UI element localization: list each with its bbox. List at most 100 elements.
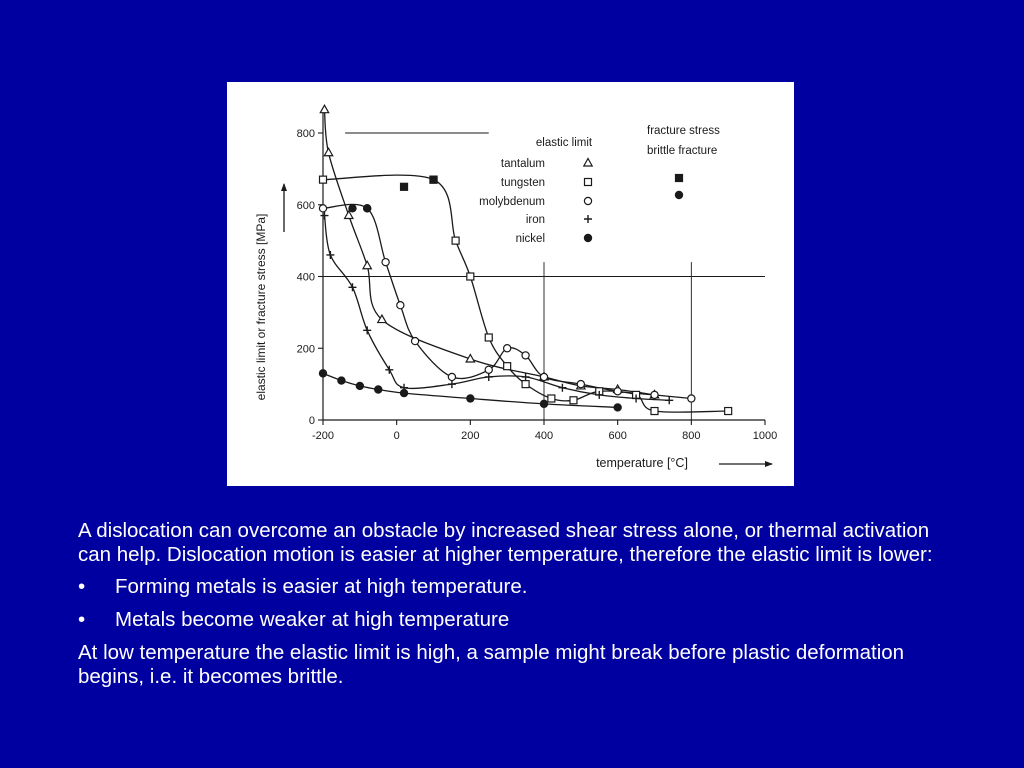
bullet-item: • Metals become weaker at high temperatu… [78, 608, 958, 632]
marker-iron-elastic-limit [320, 211, 329, 220]
marker-tungsten-elastic-limit [503, 362, 512, 371]
bullet-dot: • [78, 608, 86, 631]
legend-header-fracture-line2: brittle fracture [647, 145, 717, 157]
marker-molybdenum-fracture [362, 204, 372, 213]
x-tick-label: 600 [608, 430, 626, 442]
marker-tungsten-elastic-limit [484, 333, 493, 342]
marker-nickel-fracture [355, 381, 365, 391]
marker-iron-elastic-limit [348, 283, 357, 292]
marker-molybdenum-elastic-limit [447, 372, 457, 382]
legend-marker-fracture-square [674, 173, 684, 183]
y-tick-label: 400 [297, 272, 315, 284]
marker-tungsten-elastic-limit [451, 236, 460, 245]
marker-tungsten-fracture [429, 175, 438, 184]
legend-marker-iron [584, 215, 592, 223]
marker-tantalum-elastic-limit [323, 147, 334, 157]
marker-tantalum-elastic-limit [465, 353, 476, 363]
legend-marker-tungsten [583, 177, 593, 187]
x-axis-label: temperature [°C] [596, 456, 688, 470]
marker-iron-elastic-limit [632, 394, 641, 403]
x-tick-label: 1000 [753, 430, 777, 442]
bullet-item: • Forming metals is easier at high tempe… [78, 575, 958, 599]
chart: 0 200 400 600 800 -200 0 200 400 600 800 1000 elast… [254, 103, 778, 470]
chart-figure: 0 200 400 600 800 -200 0 200 400 600 800 1000 elast… [227, 82, 794, 486]
marker-molybdenum-fracture [348, 204, 357, 213]
legend-marker-nickel [583, 233, 593, 243]
legend-header-fracture-line1: fracture stress [647, 125, 720, 137]
x-tick-label: 400 [535, 430, 553, 442]
marker-tantalum-elastic-limit [343, 209, 355, 220]
legend-label-tungsten: tungsten [501, 177, 545, 189]
paragraph-intro: A dislocation can overcome an obstacle b… [78, 519, 933, 566]
x-tick-label: 800 [682, 430, 700, 442]
x-tick-label: 0 [394, 430, 400, 442]
bullet-dot: • [78, 575, 86, 598]
marker-tungsten-elastic-limit [466, 272, 475, 281]
marker-nickel-fracture [466, 394, 475, 403]
marker-nickel-fracture [318, 369, 328, 378]
x-tick-label: 200 [461, 430, 479, 442]
marker-tungsten-elastic-limit [650, 406, 659, 416]
marker-molybdenum-elastic-limit [521, 351, 530, 360]
bullet-text: Metals become weaker at high temperature [115, 608, 510, 631]
marker-molybdenum-elastic-limit [613, 387, 622, 396]
bullet-text: Forming metals is easier at high tempera… [115, 575, 528, 598]
marker-iron-elastic-limit [326, 250, 335, 259]
marker-molybdenum-elastic-limit [410, 336, 420, 346]
marker-molybdenum-elastic-limit [502, 344, 512, 353]
marker-nickel-fracture [399, 388, 409, 398]
marker-iron-elastic-limit [558, 383, 567, 392]
marker-molybdenum-elastic-limit [396, 300, 405, 310]
marker-iron-elastic-limit [385, 365, 394, 374]
marker-tungsten-elastic-limit [724, 406, 733, 416]
marker-nickel-fracture [374, 385, 383, 394]
legend-marker-fracture-circle [674, 190, 684, 200]
y-tick-label: 200 [297, 343, 315, 355]
legend-label-iron: iron [526, 214, 545, 226]
marker-tantalum-elastic-limit [361, 260, 373, 270]
marker-tungsten-elastic-limit [569, 396, 578, 405]
marker-iron-elastic-limit [521, 372, 530, 381]
legend-marker-molybdenum [583, 196, 593, 206]
x-tick-label: -200 [312, 430, 334, 442]
marker-molybdenum-elastic-limit [484, 365, 493, 374]
curve-iron [323, 215, 670, 401]
marker-molybdenum-elastic-limit [539, 372, 549, 382]
marker-molybdenum-elastic-limit [650, 390, 659, 400]
marker-nickel-fracture [613, 403, 622, 412]
marker-molybdenum-elastic-limit [687, 394, 696, 403]
curve-tantalum [323, 109, 655, 396]
legend-marker-tantalum [582, 157, 594, 167]
marker-iron-elastic-limit [447, 380, 456, 389]
reference-lines [323, 132, 765, 420]
y-axis-label: elastic limit or fracture stress [MPa] [254, 214, 268, 401]
marker-tungsten-fracture [399, 182, 409, 191]
y-tick-label: 800 [297, 128, 315, 140]
marker-tungsten-elastic-limit [521, 380, 530, 389]
legend-label-tantalum: tantalum [501, 158, 545, 170]
data-markers [318, 103, 733, 416]
marker-tungsten-elastic-limit [547, 394, 556, 403]
marker-tantalum-elastic-limit [376, 313, 388, 324]
y-tick-label: 0 [309, 415, 315, 427]
marker-nickel-fracture [539, 399, 549, 409]
y-tick-label: 600 [297, 200, 315, 212]
body-text: A dislocation can overcome an obstacle b… [78, 519, 958, 689]
legend-label-molybdenum: molybdenum [479, 196, 545, 208]
legend: elastic limit fracture stress brittle frac… [479, 125, 720, 245]
tick-labels: 0 200 400 600 800 -200 0 200 400 600 800 1000 [297, 128, 778, 442]
marker-molybdenum-elastic-limit [576, 379, 586, 389]
marker-nickel-fracture [337, 376, 346, 385]
marker-tungsten-elastic-limit [318, 175, 328, 184]
marker-molybdenum-elastic-limit [381, 257, 390, 267]
marker-tantalum-elastic-limit [319, 103, 330, 114]
legend-header-elastic-limit: elastic limit [536, 137, 593, 149]
marker-molybdenum-elastic-limit [318, 204, 328, 213]
legend-label-nickel: nickel [516, 233, 545, 245]
paragraph-conclusion: At low temperature the elastic limit is … [78, 641, 905, 688]
marker-iron-elastic-limit [484, 372, 493, 381]
marker-iron-elastic-limit [665, 396, 674, 405]
marker-iron-elastic-limit [363, 326, 372, 335]
marker-iron-elastic-limit [595, 390, 604, 399]
